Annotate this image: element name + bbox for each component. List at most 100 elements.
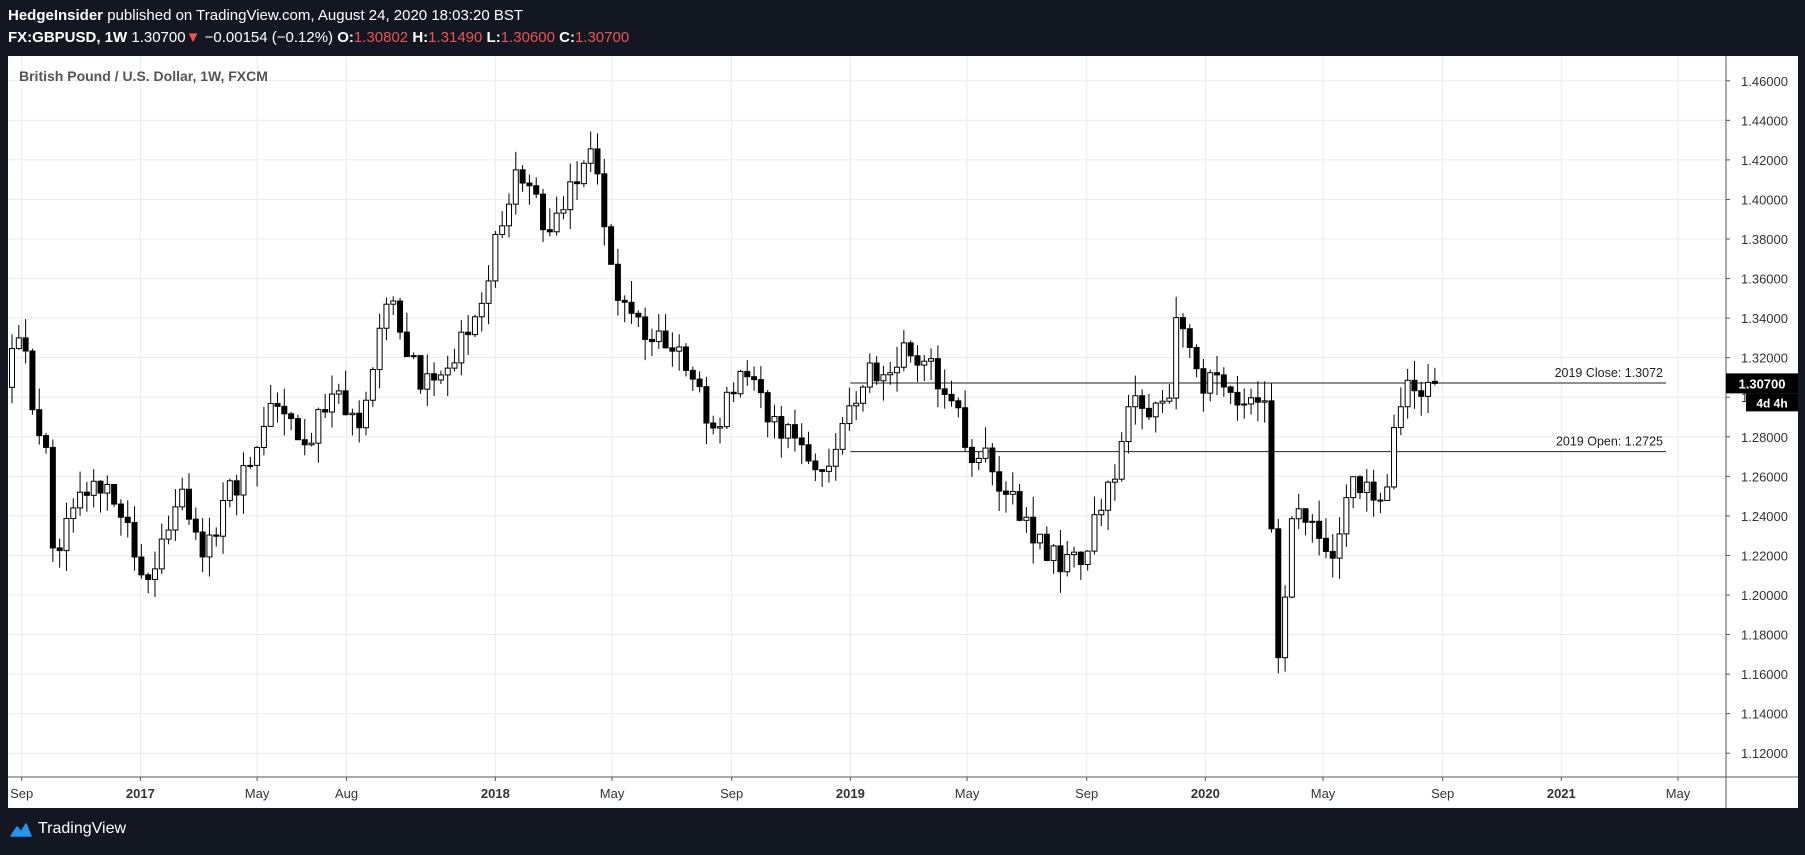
low-label: L:: [486, 29, 501, 46]
candle-body: [914, 355, 921, 366]
chart-title: British Pound / U.S. Dollar, 1W, FXCM: [19, 68, 268, 84]
candle-body: [301, 439, 308, 446]
candle-body: [676, 346, 683, 352]
x-tick-label: Sep: [1431, 786, 1454, 801]
candle-body: [444, 367, 451, 376]
grid-lines: [8, 56, 1726, 777]
candle-body: [934, 358, 941, 390]
candle-body: [465, 331, 472, 336]
candle-body: [1064, 554, 1071, 573]
y-tick-label: 1.20000: [1741, 588, 1788, 603]
close-value: 1.30700: [574, 29, 630, 46]
candle-body: [839, 423, 846, 450]
y-tick-label: 1.26000: [1741, 469, 1788, 484]
candle-body: [1431, 380, 1438, 384]
price-axis[interactable]: 1.12000 1.14000 1.16000 1.18000 1.20000 1.220…: [1726, 74, 1788, 761]
candle-body: [1288, 518, 1295, 598]
candle-body: [846, 405, 853, 425]
candle-body: [1098, 509, 1105, 516]
candle-body: [540, 193, 547, 231]
candle-body: [1404, 379, 1411, 408]
candle-body: [56, 547, 63, 552]
candle-body: [1397, 406, 1404, 429]
candle-body: [900, 342, 907, 368]
candle-body: [117, 503, 124, 518]
candle-body: [267, 403, 274, 427]
candle-body: [240, 465, 247, 496]
candle-body: [294, 418, 301, 441]
candle-body: [1084, 550, 1091, 565]
candle-body: [505, 203, 512, 227]
candle-body: [819, 469, 826, 472]
candle-body: [853, 402, 860, 407]
candle-body: [696, 378, 703, 388]
candle-body: [478, 302, 485, 318]
candle-body: [757, 379, 764, 394]
candle-body: [165, 529, 172, 540]
candle-body: [512, 169, 519, 205]
x-tick-label: 2020: [1191, 786, 1220, 801]
candle-body: [111, 483, 118, 505]
candle-body: [247, 464, 254, 467]
candle-body: [648, 338, 655, 343]
candle-body: [567, 181, 574, 211]
candle-body: [560, 209, 567, 214]
candle-body: [621, 299, 628, 303]
time-axis[interactable]: Sep 2017 May Aug 2018 May Sep 2019 May Sep 2020 May…: [10, 777, 1691, 801]
candle-body: [36, 409, 43, 437]
candle-body: [866, 362, 873, 388]
author-name[interactable]: HedgeInsider: [8, 7, 104, 24]
candle-body: [778, 416, 785, 439]
candle-body: [342, 390, 349, 416]
candle-body: [730, 391, 737, 395]
ohlc-line: FX:GBPUSD, 1W 1.30700▼ −0.00154 (−0.12%)…: [8, 29, 629, 46]
x-tick-label: Sep: [10, 786, 33, 801]
candle-body: [968, 446, 975, 464]
candle-body: [254, 446, 261, 466]
candle-body: [764, 392, 771, 423]
candle-body: [1336, 533, 1343, 559]
chart-area[interactable]: 2019 Close: 1.3072 2019 Open: 1.2725 1.12…: [8, 56, 1798, 808]
last-price-label: 1.30700: [1739, 376, 1786, 391]
tradingview-brand[interactable]: TradingView: [10, 820, 126, 838]
candle-body: [941, 388, 948, 395]
candle-body: [1030, 516, 1037, 544]
candle-body: [948, 393, 955, 402]
candle-body: [614, 263, 621, 301]
candle-body: [689, 369, 696, 380]
candle-body: [424, 373, 431, 390]
candle-body: [1111, 478, 1118, 483]
candle-body: [1145, 407, 1152, 418]
candle-body: [308, 442, 315, 446]
published-info: published on TradingView.com, August 24,…: [107, 7, 524, 24]
candle-body: [288, 413, 295, 420]
candle-body: [1200, 368, 1207, 394]
candle-body: [601, 173, 608, 228]
candle-body: [771, 416, 778, 423]
candle-body: [825, 465, 832, 472]
candle-body: [1132, 395, 1139, 408]
candle-body: [1363, 481, 1370, 494]
candle-body: [199, 531, 206, 558]
x-tick-label: May: [955, 786, 980, 801]
candle-body: [451, 362, 458, 369]
candle-body: [315, 409, 322, 444]
candle-body: [131, 522, 138, 558]
candle-body: [403, 331, 410, 358]
price-change: −0.00154 (−0.12%): [204, 29, 334, 46]
candle-body: [22, 337, 29, 352]
candle-body: [1193, 346, 1200, 370]
candle-body: [1295, 508, 1302, 520]
price-chart[interactable]: 2019 Close: 1.3072 2019 Open: 1.2725 1.12…: [8, 56, 1798, 808]
last-price-tag: [1726, 373, 1798, 394]
candle-body: [335, 390, 342, 395]
candle-body: [213, 534, 220, 537]
y-tick-label: 1.42000: [1741, 153, 1788, 168]
candle-body: [458, 331, 465, 364]
candle-body: [1077, 551, 1084, 565]
header-bar: HedgeInsider published on TradingView.co…: [0, 0, 1805, 56]
candle-body: [1411, 379, 1418, 392]
candle-body: [499, 225, 506, 235]
symbol-label[interactable]: FX:GBPUSD, 1W: [8, 29, 128, 46]
candle-body: [97, 480, 104, 494]
